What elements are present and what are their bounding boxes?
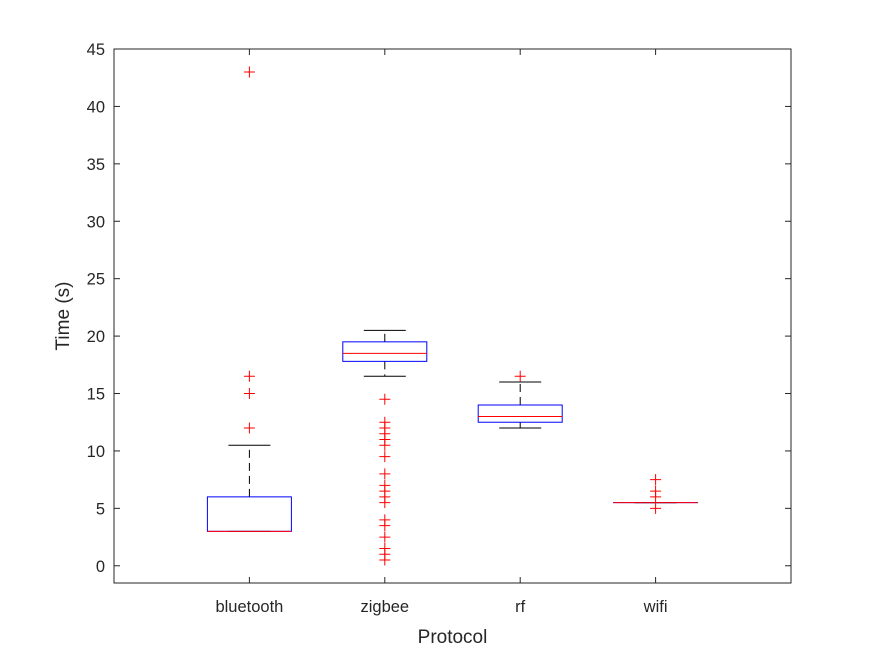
y-tick-label: 0 bbox=[96, 558, 105, 576]
outlier-marker bbox=[379, 393, 391, 405]
outlier-marker bbox=[379, 416, 391, 428]
x-tick-label: bluetooth bbox=[215, 598, 283, 616]
y-tick-label: 40 bbox=[87, 98, 105, 116]
outlier-marker bbox=[514, 370, 526, 382]
outlier-marker bbox=[379, 468, 391, 480]
y-tick-label: 45 bbox=[87, 41, 105, 59]
outlier-marker bbox=[379, 514, 391, 526]
y-tick-label: 20 bbox=[87, 328, 105, 346]
x-tick-label: zigbee bbox=[360, 598, 409, 616]
y-tick-label: 10 bbox=[87, 443, 105, 461]
outlier-marker bbox=[379, 451, 391, 463]
x-tick-label: wifi bbox=[643, 598, 668, 616]
x-tick-label: rf bbox=[515, 598, 525, 616]
outlier-marker bbox=[650, 474, 662, 486]
x-axis-label: Protocol bbox=[418, 627, 488, 648]
y-tick-label: 30 bbox=[87, 213, 105, 231]
y-tick-label: 25 bbox=[87, 271, 105, 289]
y-tick-label: 5 bbox=[96, 500, 105, 518]
outlier-marker bbox=[379, 479, 391, 491]
outlier-marker bbox=[650, 485, 662, 497]
outlier-marker bbox=[243, 66, 255, 78]
y-tick-label: 35 bbox=[87, 156, 105, 174]
outlier-marker bbox=[243, 370, 255, 382]
plot-area bbox=[113, 48, 792, 584]
outlier-marker bbox=[379, 531, 391, 543]
y-tick-label: 15 bbox=[87, 386, 105, 404]
outlier-marker bbox=[650, 502, 662, 514]
box bbox=[477, 404, 563, 423]
outlier-marker bbox=[243, 422, 255, 434]
chart-marks: 0 5 10 15 20 25 30 35 40 45 bluetooth zigbee rf wifi bbox=[87, 41, 791, 616]
box bbox=[342, 341, 428, 362]
outlier-marker bbox=[243, 388, 255, 400]
outlier-marker bbox=[379, 543, 391, 555]
y-axis-label: Time (s) bbox=[53, 282, 74, 351]
